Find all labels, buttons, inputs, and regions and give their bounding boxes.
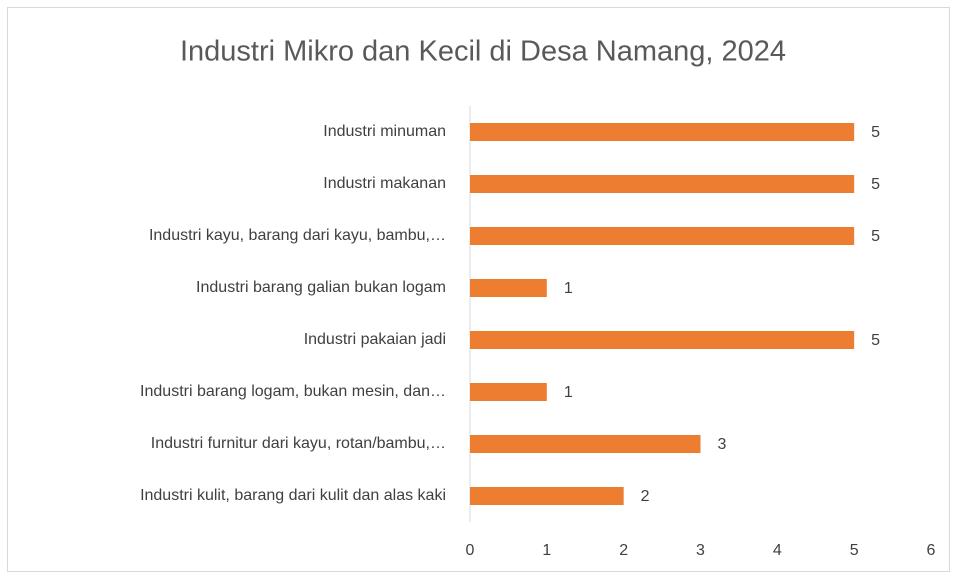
bar bbox=[470, 279, 547, 297]
data-label: 3 bbox=[718, 436, 727, 453]
bar bbox=[470, 331, 855, 349]
bar bbox=[470, 123, 855, 141]
x-tick-label: 3 bbox=[696, 542, 705, 559]
y-tick-label: Industri barang galian bukan logam bbox=[196, 279, 446, 296]
data-label: 2 bbox=[641, 488, 650, 505]
x-tick-label: 1 bbox=[542, 542, 551, 559]
bar bbox=[470, 487, 624, 505]
data-label: 1 bbox=[564, 280, 573, 297]
data-label: 1 bbox=[564, 384, 573, 401]
bar bbox=[470, 175, 855, 193]
y-tick-label: Industri makanan bbox=[323, 175, 446, 192]
y-tick-label: Industri minuman bbox=[323, 123, 446, 140]
y-tick-label: Industri kulit, barang dari kulit dan al… bbox=[140, 487, 446, 504]
data-label: 5 bbox=[871, 332, 880, 349]
bar bbox=[470, 435, 701, 453]
y-tick-label: Industri pakaian jadi bbox=[304, 331, 446, 348]
bar bbox=[470, 227, 855, 245]
x-tick-label: 6 bbox=[927, 542, 936, 559]
x-tick-label: 0 bbox=[466, 542, 475, 559]
x-tick-label: 5 bbox=[850, 542, 859, 559]
bar bbox=[470, 383, 547, 401]
x-tick-label: 4 bbox=[773, 542, 782, 559]
chart-title: Industri Mikro dan Kecil di Desa Namang,… bbox=[180, 36, 786, 68]
y-tick-label: Industri kayu, barang dari kayu, bambu,… bbox=[149, 227, 446, 244]
y-tick-label: Industri furnitur dari kayu, rotan/bambu… bbox=[151, 435, 446, 452]
data-label: 5 bbox=[871, 124, 880, 141]
y-tick-label: Industri barang logam, bukan mesin, dan… bbox=[140, 383, 446, 400]
data-label: 5 bbox=[871, 176, 880, 193]
x-tick-label: 2 bbox=[619, 542, 628, 559]
data-label: 5 bbox=[871, 228, 880, 245]
